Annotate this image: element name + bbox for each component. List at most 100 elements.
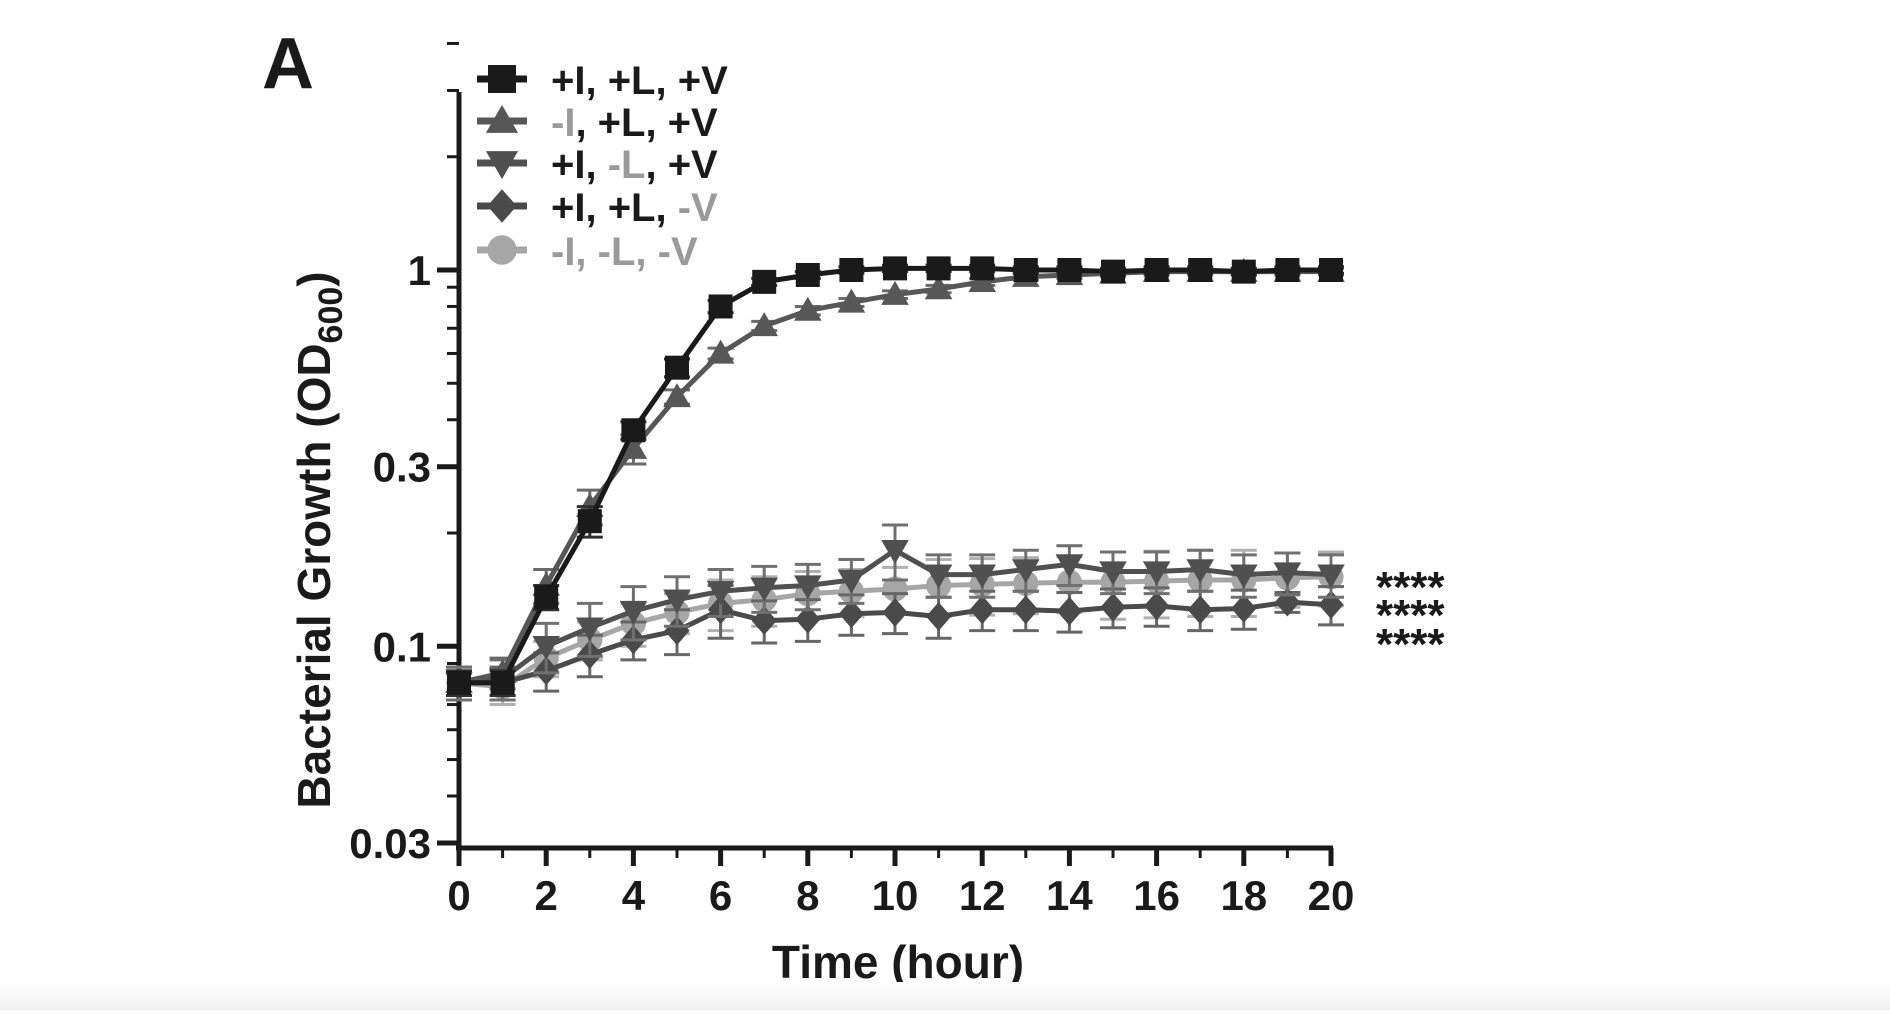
data-point: [1013, 258, 1038, 282]
x-tick-label: 20: [1308, 872, 1355, 919]
x-tick-label: 12: [959, 872, 1006, 919]
significance-annotation: ****: [1376, 563, 1445, 612]
data-point: [881, 540, 909, 565]
legend-label-part: , +L, +V: [575, 101, 718, 145]
legend-label-part: -V: [678, 186, 718, 230]
data-point: [750, 312, 778, 337]
data-point: [490, 670, 515, 695]
data-point: [665, 355, 689, 380]
series-0: [446, 256, 1344, 697]
data-point: [838, 599, 864, 629]
significance-annotation: ****: [1376, 620, 1445, 669]
data-point: [1186, 559, 1214, 584]
y-tick-label: 0.1: [373, 623, 431, 670]
data-point: [924, 564, 953, 589]
data-point: [1231, 259, 1256, 284]
data-point: [752, 269, 777, 294]
data-point: [1101, 259, 1125, 284]
data-point: [1099, 561, 1127, 586]
legend-label-part: -I: [551, 101, 575, 145]
data-point: [837, 288, 866, 313]
legend-entry-1: -I, +L, +V: [477, 101, 718, 145]
significance-marks: ************: [1376, 563, 1445, 669]
data-point: [883, 256, 907, 281]
data-point: [881, 280, 909, 305]
legend-label-part: +I,: [551, 143, 608, 187]
data-point: [706, 581, 735, 606]
y-axis-title-subscript: 600: [312, 287, 350, 344]
y-tick-label: 0.03: [349, 820, 431, 867]
data-point: [882, 576, 908, 602]
data-point: [1057, 258, 1082, 282]
y-axis: 1 0.3 0.1 0.03: [349, 41, 462, 867]
data-point: [619, 434, 648, 459]
data-point: [706, 339, 735, 364]
x-axis-title: Time (hour): [772, 936, 1024, 988]
x-tick-label: 6: [709, 872, 732, 919]
data-point: [708, 294, 733, 319]
y-axis-title: Bacterial Growth (OD600): [288, 271, 350, 808]
x-tick-label: 4: [622, 872, 646, 919]
x-tick-label: 0: [447, 872, 470, 919]
data-point: [1142, 561, 1171, 586]
legend-marker: [485, 151, 519, 180]
data-point: [1144, 258, 1169, 282]
data-point: [534, 585, 559, 610]
x-tick-label: 10: [872, 872, 919, 919]
data-point: [968, 564, 996, 589]
data-point: [663, 383, 691, 408]
y-tick-label: 0.3: [373, 444, 431, 491]
data-point: [1273, 562, 1302, 587]
data-point: [882, 598, 908, 627]
data-point: [664, 616, 690, 646]
legend-marker: [488, 65, 516, 93]
data-point: [576, 617, 604, 642]
series-2: [445, 523, 1345, 702]
legend-label-part: , +V: [645, 143, 718, 187]
data-point: [926, 602, 952, 631]
data-point: [969, 595, 995, 625]
data-point: [1144, 591, 1170, 621]
legend-label-part: -I, -L, -V: [551, 230, 698, 274]
data-point: [750, 577, 778, 602]
data-point: [619, 600, 648, 625]
legend-label: +I, +L, +V: [551, 59, 728, 103]
x-tick-label: 16: [1133, 872, 1180, 919]
data-point: [1318, 590, 1344, 620]
legend-entry-0: +I, +L, +V: [477, 59, 728, 103]
data-point: [795, 604, 821, 634]
data-point: [1100, 592, 1126, 622]
data-point: [1012, 559, 1040, 584]
legend: +I, +L, +V-I, +L, +V+I, -L, +V+I, +L, -V…: [477, 59, 728, 274]
data-point: [794, 575, 822, 600]
data-point: [532, 636, 560, 661]
legend-entry-3: +I, +L, -V: [477, 186, 718, 230]
legend-label-part: +I, +L,: [551, 186, 678, 230]
legend-entry-4: -I, -L, -V: [477, 230, 698, 274]
y-axis-title-main: Bacterial Growth (OD: [288, 343, 340, 808]
x-tick-label: 8: [796, 872, 819, 919]
panel-label: A: [262, 24, 314, 104]
x-tick-label: 18: [1220, 872, 1267, 919]
data-point: [1230, 564, 1258, 589]
legend-label: +I, +L, -V: [551, 186, 718, 230]
data-point: [1187, 595, 1213, 625]
data-point: [447, 670, 471, 695]
x-axis: 0 2 4 6 8 10 12 14 16 18 20: [447, 845, 1355, 919]
y-axis-title-close: ): [288, 271, 340, 286]
legend-marker: [487, 235, 517, 265]
legend-marker: [485, 104, 519, 133]
data-point: [1056, 596, 1082, 626]
data-point: [663, 589, 691, 614]
bottom-fade: [0, 982, 1890, 1010]
legend-label-part: +I, +L, +V: [551, 59, 728, 103]
x-tick-label: 2: [535, 872, 558, 919]
legend-label: +I, -L, +V: [551, 143, 718, 187]
x-tick-label: 14: [1046, 872, 1093, 919]
data-point: [577, 509, 602, 534]
data-point: [970, 256, 995, 281]
data-point: [795, 262, 820, 287]
data-point: [1317, 564, 1345, 589]
data-point: [1188, 258, 1213, 282]
